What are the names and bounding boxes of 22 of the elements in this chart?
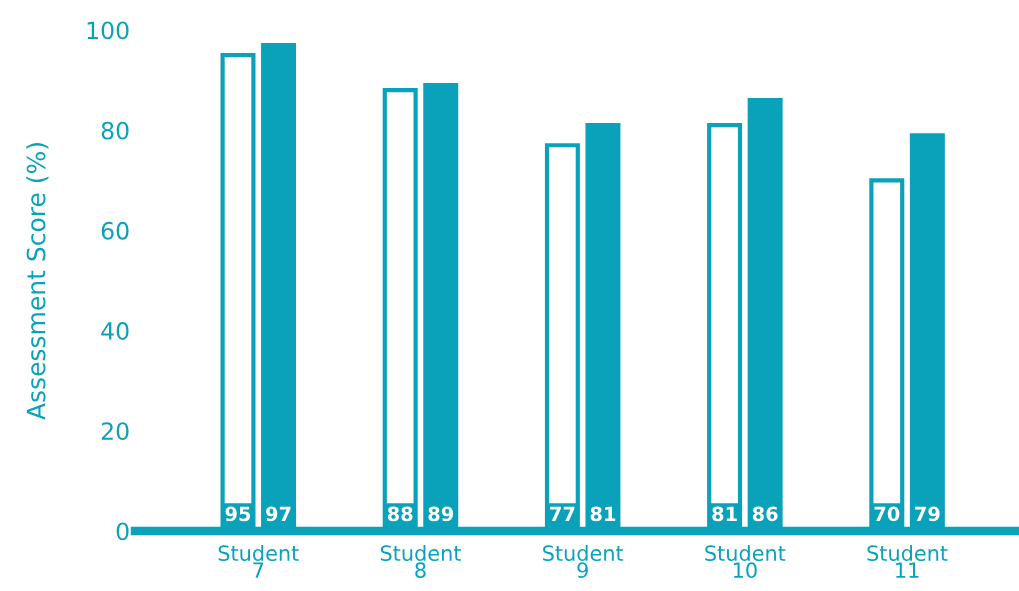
data-label: 86 [752, 506, 778, 522]
data-label: 97 [266, 506, 291, 522]
y-tick-label: 100 [87, 21, 129, 40]
y-tick-label: 20 [101, 422, 129, 441]
x-tick-label: Student 8 [380, 544, 461, 579]
data-label: 79 [915, 506, 940, 522]
y-tick-label: 60 [101, 221, 129, 240]
x-tick-label: Student 11 [867, 544, 948, 578]
data-label: 89 [428, 506, 454, 522]
x-tick-label: Student 10 [705, 544, 786, 579]
y-tick-label: 40 [101, 322, 129, 340]
y-tick-label: 80 [101, 121, 129, 140]
x-tick-label: Student 9 [543, 544, 624, 579]
y-tick-label: 0 [116, 522, 129, 541]
data-label: 88 [387, 506, 413, 522]
data-label: 81 [590, 506, 616, 522]
x-tick-label: Student 7 [218, 544, 299, 578]
data-label: 77 [550, 506, 575, 521]
data-label: 70 [874, 506, 900, 522]
y-axis-title: Assessment Score (%) [26, 143, 49, 420]
data-label: 95 [225, 506, 251, 522]
data-label: 81 [712, 506, 737, 522]
